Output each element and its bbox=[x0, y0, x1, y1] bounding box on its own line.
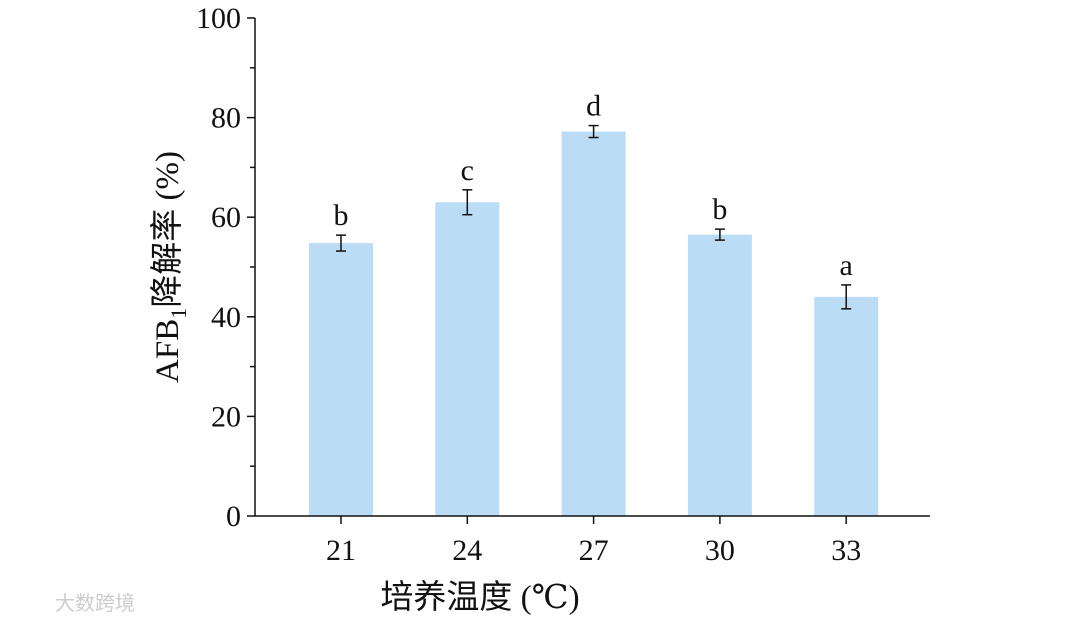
significance-label: b bbox=[712, 193, 727, 226]
bar bbox=[814, 296, 879, 516]
y-label-sub: 1 bbox=[166, 308, 191, 319]
x-tick-label: 21 bbox=[326, 534, 356, 567]
x-tick-label: 30 bbox=[705, 534, 735, 567]
y-label-part: AFB bbox=[150, 319, 186, 383]
bar bbox=[687, 234, 752, 516]
watermark: 大数跨境 bbox=[55, 591, 135, 615]
bar bbox=[435, 202, 500, 516]
y-tick-label: 20 bbox=[211, 400, 241, 433]
y-label-part: 降解率 (%) bbox=[149, 151, 186, 308]
bar bbox=[309, 243, 373, 516]
y-axis-label: AFB1降解率 (%) bbox=[149, 151, 191, 383]
x-axis-label: 培养温度 (℃) bbox=[380, 579, 579, 616]
x-tick-label: 27 bbox=[579, 534, 609, 567]
y-tick-label: 80 bbox=[211, 102, 241, 135]
y-tick-label: 60 bbox=[211, 201, 241, 234]
x-tick-label: 24 bbox=[452, 534, 482, 567]
significance-label: c bbox=[461, 154, 474, 187]
significance-label: b bbox=[334, 199, 349, 232]
significance-label: d bbox=[586, 90, 601, 123]
significance-label: a bbox=[840, 249, 853, 282]
x-tick-label: 33 bbox=[831, 534, 861, 567]
y-tick-label: 40 bbox=[211, 301, 241, 334]
y-tick-label: 100 bbox=[196, 2, 241, 35]
y-tick-label: 0 bbox=[226, 500, 241, 533]
bar bbox=[561, 131, 626, 516]
